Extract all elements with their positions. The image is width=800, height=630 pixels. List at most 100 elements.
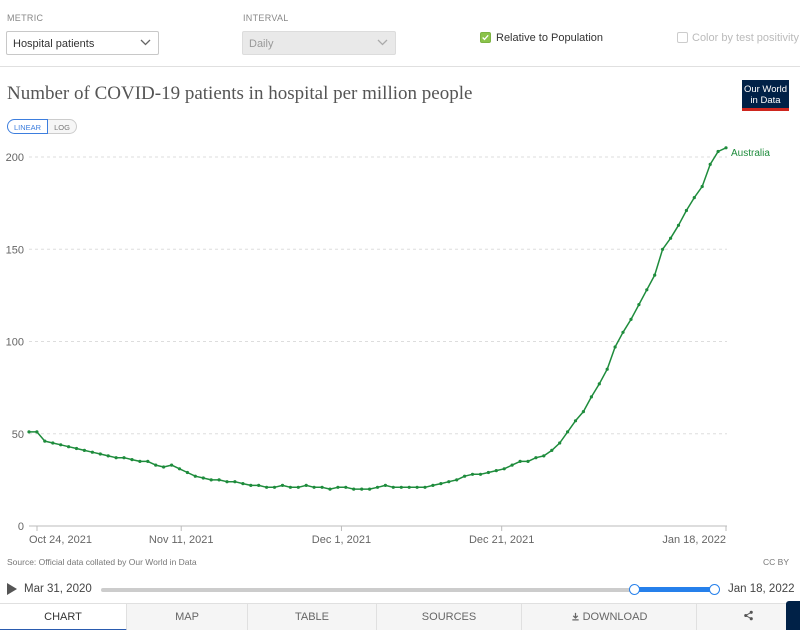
data-point[interactable] bbox=[138, 459, 142, 463]
data-point[interactable] bbox=[423, 485, 427, 489]
data-point[interactable] bbox=[542, 454, 546, 458]
corner-button[interactable] bbox=[786, 601, 800, 630]
data-point[interactable] bbox=[368, 487, 372, 491]
data-point[interactable] bbox=[399, 485, 403, 489]
timeline-track[interactable] bbox=[101, 588, 720, 592]
data-point[interactable] bbox=[130, 458, 134, 462]
data-point[interactable] bbox=[98, 452, 102, 456]
data-point[interactable] bbox=[265, 485, 269, 489]
data-point[interactable] bbox=[43, 439, 47, 443]
data-point[interactable] bbox=[82, 448, 86, 452]
data-point[interactable] bbox=[320, 485, 324, 489]
data-point[interactable] bbox=[217, 478, 221, 482]
data-point[interactable] bbox=[407, 485, 411, 489]
data-point[interactable] bbox=[581, 410, 586, 414]
play-icon[interactable] bbox=[7, 583, 17, 595]
data-point[interactable] bbox=[27, 430, 31, 434]
data-point[interactable] bbox=[90, 450, 94, 454]
data-point[interactable] bbox=[637, 303, 641, 307]
data-point[interactable] bbox=[201, 476, 205, 480]
data-point[interactable] bbox=[669, 236, 673, 240]
data-point[interactable] bbox=[288, 485, 292, 489]
data-point[interactable] bbox=[629, 317, 633, 321]
data-point[interactable] bbox=[304, 483, 308, 487]
data-point[interactable] bbox=[653, 273, 657, 277]
data-point[interactable] bbox=[170, 463, 174, 467]
data-point[interactable] bbox=[328, 487, 332, 491]
data-point[interactable] bbox=[716, 149, 720, 154]
data-point[interactable] bbox=[550, 448, 554, 452]
tab-chart[interactable]: CHART bbox=[0, 604, 127, 630]
data-point[interactable] bbox=[494, 469, 498, 473]
data-point[interactable] bbox=[676, 223, 681, 227]
data-point[interactable] bbox=[684, 208, 689, 213]
data-point[interactable] bbox=[447, 480, 451, 484]
tab-sources[interactable]: SOURCES bbox=[377, 604, 522, 630]
data-point[interactable] bbox=[621, 330, 625, 334]
timeline-end-handle[interactable] bbox=[709, 584, 720, 595]
data-point[interactable] bbox=[272, 485, 277, 489]
tab-download[interactable]: DOWNLOAD bbox=[522, 604, 697, 630]
data-point[interactable] bbox=[470, 472, 475, 476]
data-point[interactable] bbox=[383, 483, 387, 487]
data-point[interactable] bbox=[486, 470, 490, 475]
data-point[interactable] bbox=[724, 146, 728, 150]
data-point[interactable] bbox=[558, 441, 562, 445]
data-point[interactable] bbox=[146, 459, 150, 463]
data-point[interactable] bbox=[344, 485, 348, 489]
data-point[interactable] bbox=[415, 485, 419, 489]
data-point[interactable] bbox=[526, 459, 530, 463]
data-point[interactable] bbox=[35, 430, 39, 434]
data-point[interactable] bbox=[502, 467, 506, 471]
series-label-australia[interactable]: Australia bbox=[731, 148, 770, 159]
data-point[interactable] bbox=[597, 382, 601, 386]
color-by-checkbox[interactable] bbox=[677, 32, 688, 43]
data-point[interactable] bbox=[336, 485, 340, 489]
metric-select[interactable]: Hospital patients bbox=[6, 31, 159, 55]
data-point[interactable] bbox=[352, 487, 356, 491]
data-point[interactable] bbox=[605, 367, 609, 371]
data-point[interactable] bbox=[185, 470, 189, 475]
data-point[interactable] bbox=[661, 247, 665, 251]
data-point[interactable] bbox=[233, 480, 237, 484]
data-point[interactable] bbox=[59, 443, 63, 447]
data-point[interactable] bbox=[114, 456, 118, 460]
data-point[interactable] bbox=[296, 485, 300, 489]
data-point[interactable] bbox=[177, 467, 182, 471]
data-point[interactable] bbox=[589, 395, 594, 399]
data-point[interactable] bbox=[122, 456, 126, 460]
tab-map[interactable]: MAP bbox=[127, 604, 248, 630]
data-point[interactable] bbox=[67, 445, 71, 449]
data-point[interactable] bbox=[613, 345, 617, 349]
data-point[interactable] bbox=[249, 483, 253, 487]
data-point[interactable] bbox=[74, 446, 79, 451]
data-point[interactable] bbox=[700, 184, 704, 189]
data-point[interactable] bbox=[280, 483, 285, 487]
data-point[interactable] bbox=[708, 162, 712, 166]
log-scale-button[interactable]: LOG bbox=[48, 119, 77, 134]
linear-scale-button[interactable]: LINEAR bbox=[7, 119, 49, 134]
data-point[interactable] bbox=[645, 288, 649, 292]
data-point[interactable] bbox=[439, 482, 443, 486]
source-note[interactable]: Source: Official data collated by Our Wo… bbox=[7, 557, 197, 567]
relative-checkbox[interactable] bbox=[480, 32, 491, 43]
data-point[interactable] bbox=[51, 441, 55, 445]
timeline-start-handle[interactable] bbox=[629, 584, 640, 595]
data-point[interactable] bbox=[106, 454, 110, 458]
data-point[interactable] bbox=[257, 483, 261, 487]
owid-logo[interactable]: Our World in Data bbox=[742, 80, 789, 111]
data-point[interactable] bbox=[375, 485, 380, 489]
data-point[interactable] bbox=[225, 480, 229, 484]
data-point[interactable] bbox=[510, 463, 514, 467]
license-note[interactable]: CC BY bbox=[763, 557, 789, 567]
data-point[interactable] bbox=[518, 459, 522, 463]
data-point[interactable] bbox=[162, 465, 166, 469]
data-point[interactable] bbox=[360, 487, 364, 491]
series-line-australia[interactable] bbox=[29, 147, 727, 490]
data-point[interactable] bbox=[692, 196, 696, 200]
data-point[interactable] bbox=[573, 419, 578, 423]
data-point[interactable] bbox=[312, 485, 316, 489]
data-point[interactable] bbox=[391, 485, 395, 489]
data-point[interactable] bbox=[193, 474, 197, 478]
data-point[interactable] bbox=[478, 472, 483, 476]
